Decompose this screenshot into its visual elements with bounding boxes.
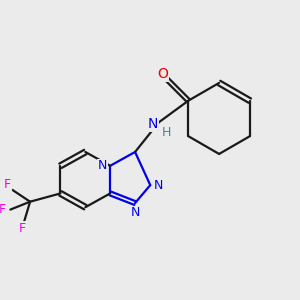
Text: N: N <box>148 117 158 131</box>
Text: F: F <box>4 178 11 191</box>
Text: F: F <box>19 222 26 235</box>
Text: F: F <box>0 203 6 216</box>
Text: H: H <box>162 126 171 139</box>
Text: N: N <box>98 159 107 172</box>
Text: N: N <box>130 206 140 219</box>
Text: O: O <box>157 67 168 81</box>
Text: N: N <box>154 178 163 192</box>
